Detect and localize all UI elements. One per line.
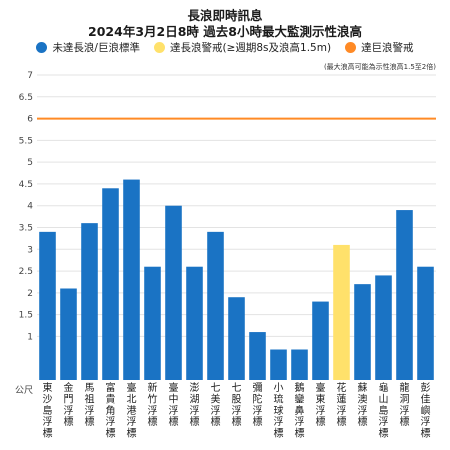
bar xyxy=(60,288,77,380)
x-category-label: 新竹浮標 xyxy=(148,381,158,428)
y-tick-label: 1.5 xyxy=(19,311,33,321)
y-tick-label: 4 xyxy=(27,202,33,212)
chart-title: 長浪即時訊息 xyxy=(187,8,263,23)
y-tick-label: 1 xyxy=(27,332,33,342)
y-tick-label: 4.5 xyxy=(19,180,33,190)
x-category-label: 龜山島浮標 xyxy=(379,381,389,440)
x-category-label: 龍洞浮標 xyxy=(400,381,410,428)
y-tick-labels: 1 1.5 2 2.5 3 3.5 4 4.5 5 5.5 6 6.5 7 xyxy=(19,71,34,342)
legend-swatch-below xyxy=(36,42,48,53)
y-tick-label: 6.5 xyxy=(19,93,33,103)
chart-legend: 未達長浪/巨浪標準 達長浪警戒(≥週期8s及浪高1.5m) 達巨浪警戒 xyxy=(0,40,450,55)
x-category-label: 七股浮標 xyxy=(232,382,242,428)
bar xyxy=(417,266,434,380)
x-category-label: 彭佳嶼浮標 xyxy=(421,381,431,440)
legend-label-huge-wave: 達巨浪警戒 xyxy=(361,42,414,54)
chart-note: (最大浪高可能為示性浪高1.5至2倍) xyxy=(323,63,436,71)
legend-item-huge-wave: 達巨浪警戒 xyxy=(345,40,414,55)
bar xyxy=(249,332,266,380)
x-category-label: 馬祖浮標 xyxy=(85,382,95,428)
x-category-label: 七美浮標 xyxy=(211,382,221,428)
y-axis-unit-label: 公尺 xyxy=(15,385,33,396)
y-tick-label: 3.5 xyxy=(19,224,33,234)
bar xyxy=(228,297,245,380)
bar xyxy=(186,266,203,380)
bar xyxy=(375,275,392,380)
y-tick-label: 3 xyxy=(27,245,33,255)
bar xyxy=(354,284,371,380)
x-category-label: 蘇澳浮標 xyxy=(358,381,368,428)
bar xyxy=(396,210,413,380)
y-tick-label: 5 xyxy=(27,158,33,168)
legend-item-below: 未達長浪/巨浪標準 xyxy=(36,40,140,55)
legend-swatch-huge-wave xyxy=(345,42,357,53)
y-tick-label: 6 xyxy=(27,115,33,125)
legend-label-long-wave: 達長浪警戒(≥週期8s及浪高1.5m) xyxy=(169,42,332,54)
y-tick-label: 2 xyxy=(27,289,33,299)
bar xyxy=(81,223,98,380)
bar xyxy=(333,244,350,380)
x-category-label: 臺中浮標 xyxy=(169,381,179,428)
x-category-label: 彌陀浮標 xyxy=(253,382,263,428)
y-tick-label: 2.5 xyxy=(19,267,33,277)
bar xyxy=(312,301,329,380)
chart-subtitle: 2024年3月2日8時 過去8小時最大監測示性浪高 xyxy=(88,24,362,39)
y-tick-label: 5.5 xyxy=(19,136,33,146)
x-category-label: 金門浮標 xyxy=(64,381,74,428)
x-category-label: 東沙島浮標 xyxy=(43,381,53,440)
bar xyxy=(102,188,119,380)
x-category-label: 富貴角浮標 xyxy=(106,381,116,440)
x-category-label: 花蓮浮標 xyxy=(337,381,347,428)
legend-swatch-long-wave xyxy=(153,42,165,53)
bar xyxy=(270,349,287,380)
bar xyxy=(165,205,182,380)
x-category-label: 臺北港浮標 xyxy=(127,381,137,440)
legend-item-long-wave: 達長浪警戒(≥週期8s及浪高1.5m) xyxy=(153,40,332,55)
x-category-label: 鵝鑾鼻浮標 xyxy=(295,381,305,440)
x-category-label: 臺東浮標 xyxy=(316,381,326,428)
bar xyxy=(144,266,161,380)
bar xyxy=(291,349,308,380)
y-tick-label: 7 xyxy=(27,71,33,81)
bar xyxy=(123,179,140,380)
legend-label-below: 未達長浪/巨浪標準 xyxy=(52,42,140,54)
x-category-label: 澎湖浮標 xyxy=(190,382,200,428)
x-category-label: 小琉球浮標 xyxy=(274,382,284,440)
bars xyxy=(39,179,434,380)
bar xyxy=(207,231,224,380)
bar xyxy=(39,231,56,380)
x-category-labels: 東沙島浮標 金門浮標 馬祖浮標 富貴角浮標 臺北港浮標 新竹浮標 臺中浮標 澎湖浮標 七美浮標 七… xyxy=(43,381,431,440)
